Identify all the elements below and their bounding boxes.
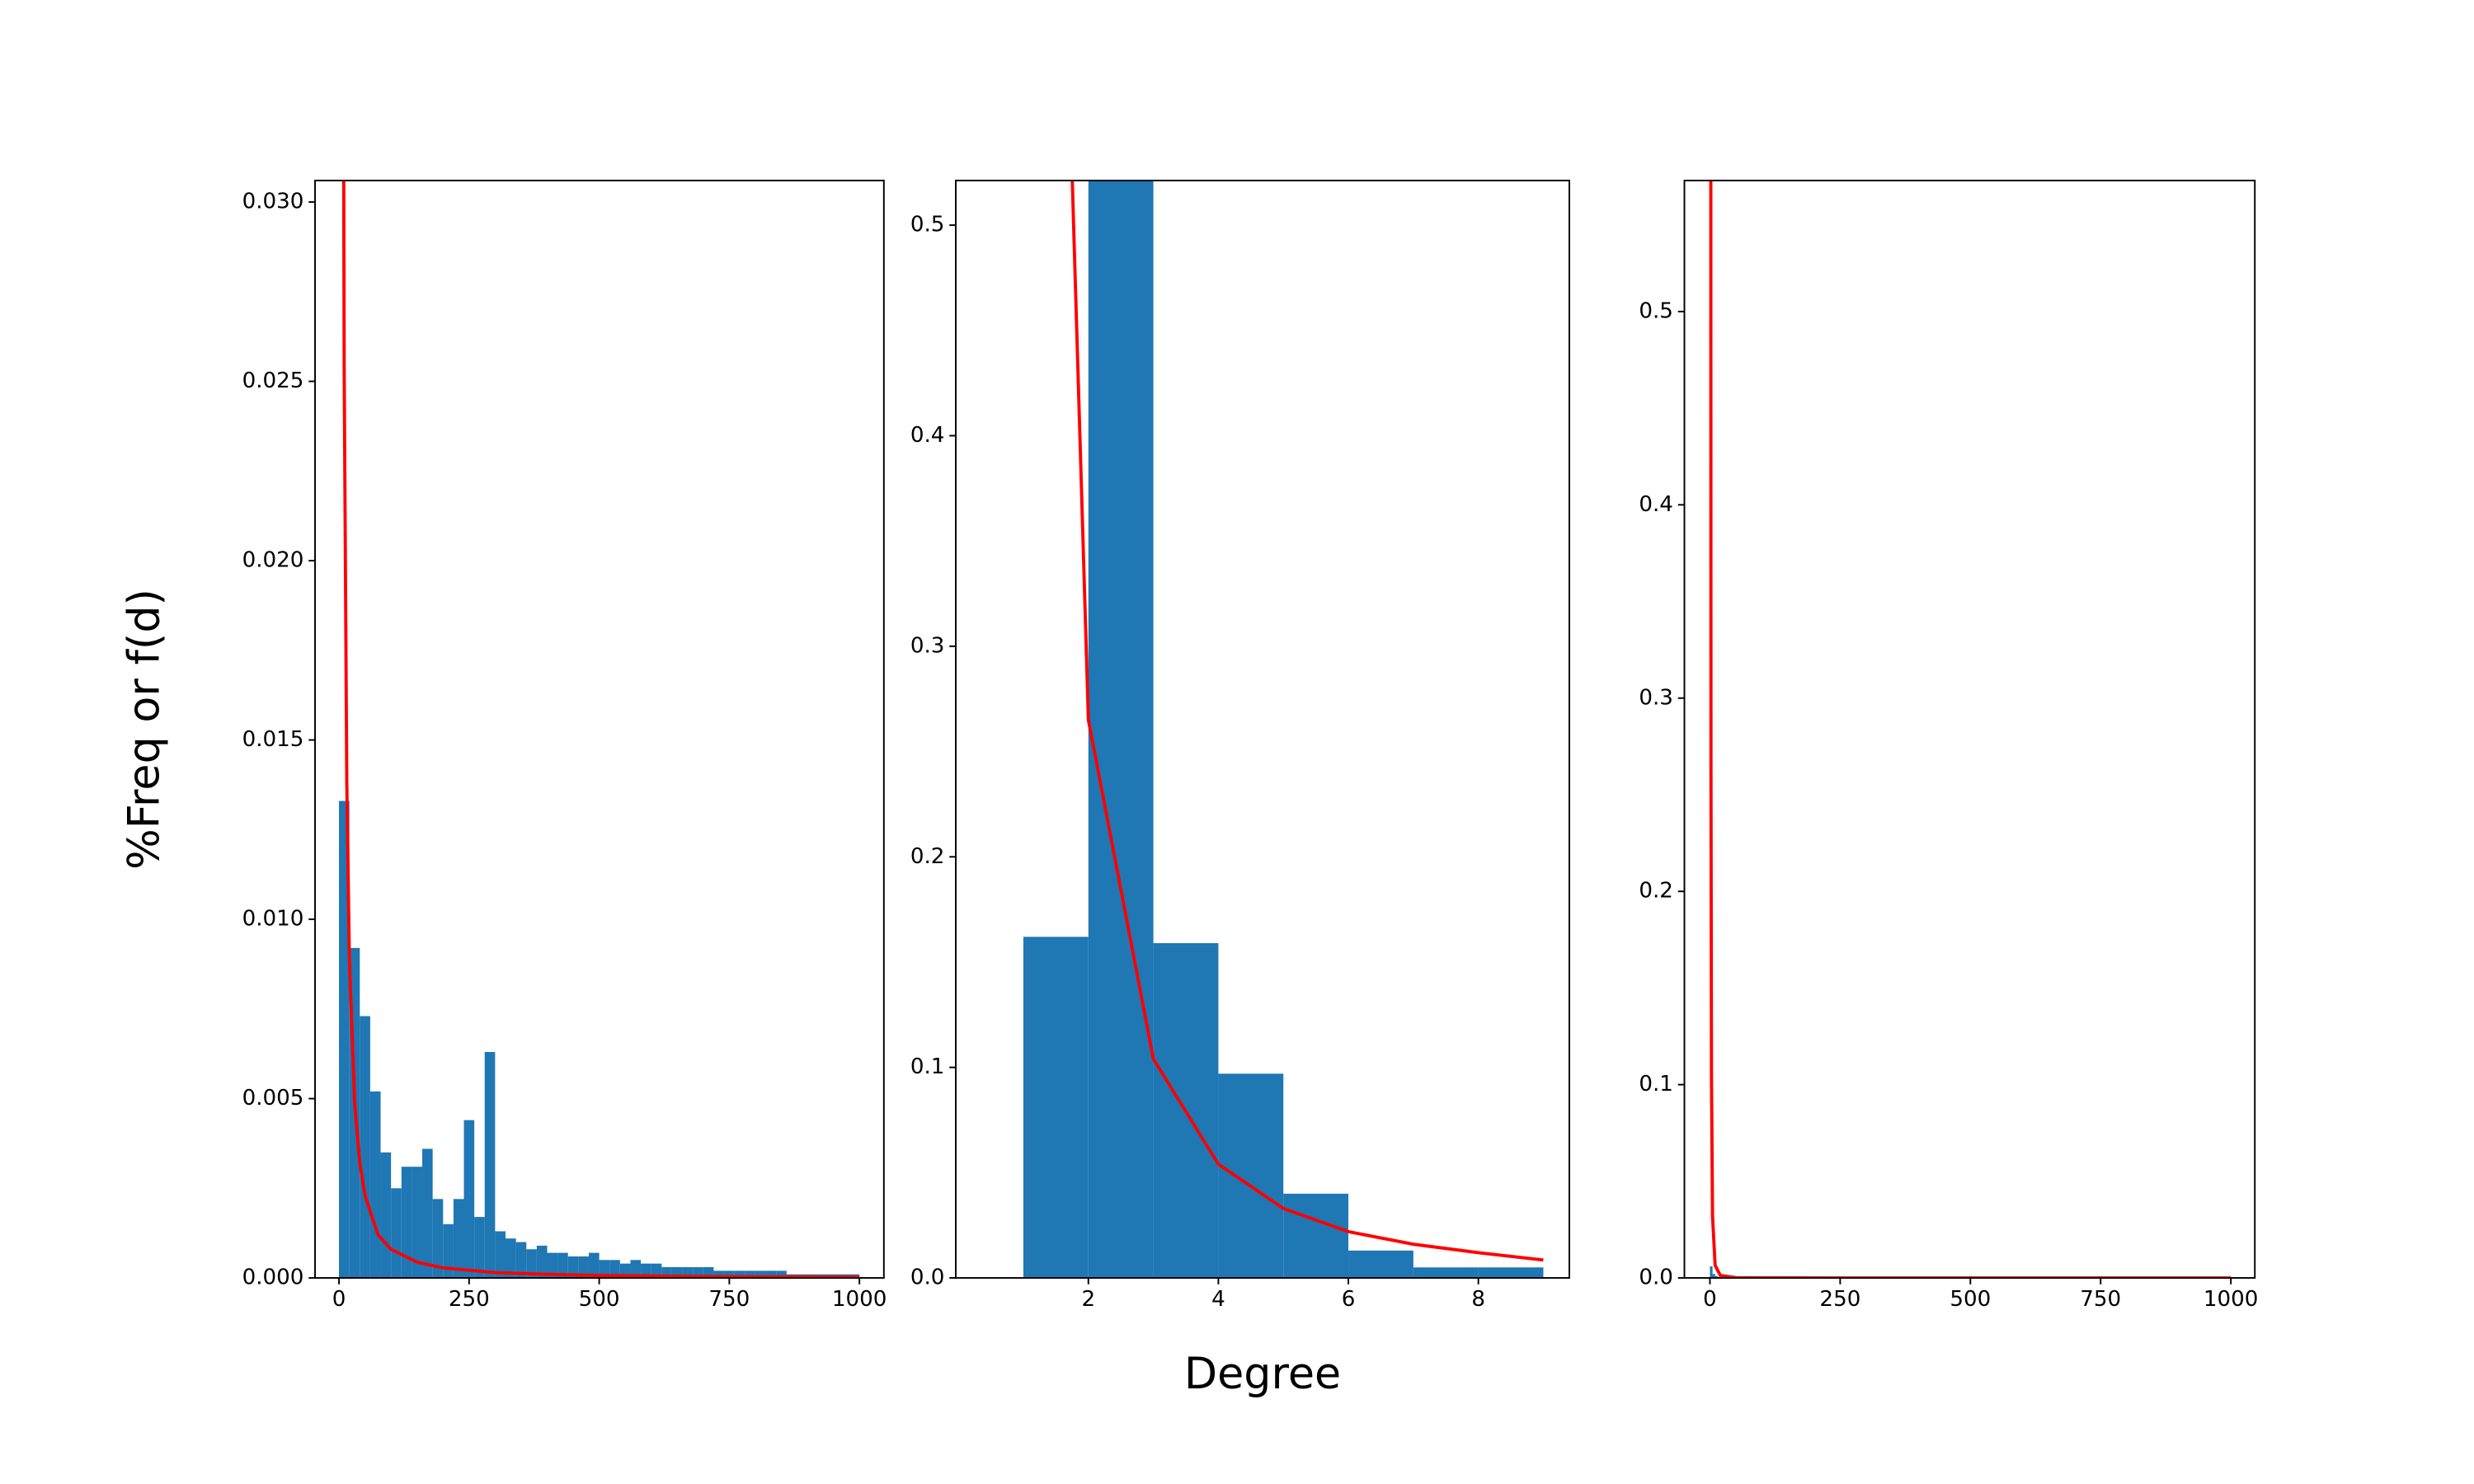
bar [453, 1199, 464, 1279]
bar [734, 1270, 745, 1279]
y-tick-label: 0.0 [1639, 1266, 1673, 1290]
bar [484, 1052, 496, 1279]
x-tick-label: 2 [1081, 1287, 1095, 1312]
bar [495, 1231, 506, 1279]
bar [1348, 1250, 1413, 1279]
bar [526, 1249, 537, 1279]
axes-frame [955, 179, 1570, 1280]
bar [422, 1148, 433, 1279]
y-tick-label: 0.030 [242, 190, 304, 214]
x-tick-label: 6 [1342, 1287, 1356, 1312]
bar [506, 1238, 516, 1279]
x-tick-label: 0 [332, 1287, 346, 1312]
fit-curve [341, 180, 860, 1279]
bar [1218, 1073, 1284, 1279]
bar [463, 1120, 475, 1279]
x-tick-label: 8 [1471, 1287, 1485, 1312]
plot-area [339, 180, 860, 1279]
bar [1710, 1266, 1713, 1279]
bar [1714, 1275, 1718, 1279]
bar [713, 1270, 725, 1279]
bar [609, 1260, 620, 1279]
bar [536, 1245, 548, 1279]
bar [339, 801, 350, 1279]
bar [547, 1252, 558, 1279]
x-tick-label: 750 [708, 1287, 750, 1312]
bar [776, 1270, 787, 1279]
bar [401, 1167, 412, 1279]
x-axis-label: Degree [1184, 1349, 1341, 1399]
y-tick-label: 0.010 [242, 907, 304, 932]
bar [578, 1256, 589, 1279]
bar [588, 1252, 600, 1279]
y-tick-label: 0.000 [242, 1266, 304, 1290]
plot-area [1023, 180, 1544, 1279]
y-tick-label: 0.1 [910, 1054, 945, 1079]
bar [1283, 1193, 1349, 1279]
x-tick-label: 1000 [832, 1287, 887, 1312]
bar [443, 1223, 454, 1279]
fit-curve [1070, 180, 1544, 1262]
bar [567, 1256, 579, 1279]
y-tick-label: 0.5 [1639, 298, 1673, 323]
bar [515, 1242, 527, 1279]
bar [360, 1016, 370, 1279]
x-tick-label: 250 [449, 1287, 490, 1312]
y-tick-label: 0.4 [1639, 492, 1673, 517]
x-tick-label: 500 [1950, 1287, 1991, 1312]
bar [391, 1188, 402, 1279]
x-tick-label: 1000 [2204, 1287, 2259, 1312]
x-tick-label: 750 [2080, 1287, 2121, 1312]
y-tick-label: 0.5 [910, 213, 945, 237]
x-tick-label: 500 [579, 1287, 620, 1312]
y-tick-label: 0.015 [242, 727, 304, 752]
y-tick-label: 0.025 [242, 369, 304, 393]
bar [380, 1152, 392, 1279]
x-tick-label: 4 [1211, 1287, 1225, 1312]
bar [369, 1091, 381, 1279]
bar [599, 1260, 610, 1279]
y-tick-label: 0.2 [910, 844, 945, 869]
bar [412, 1167, 423, 1279]
bar [630, 1260, 642, 1279]
y-tick-label: 0.1 [1639, 1072, 1673, 1097]
y-tick-label: 0.0 [910, 1266, 945, 1290]
bar [557, 1252, 568, 1279]
bar [1088, 180, 1154, 1279]
bar [745, 1270, 755, 1279]
bar [1413, 1267, 1479, 1279]
bar [765, 1270, 777, 1279]
bar [755, 1270, 766, 1279]
bar [1023, 937, 1089, 1279]
y-tick-label: 0.005 [242, 1086, 304, 1111]
bar [432, 1199, 444, 1279]
y-tick-label: 0.3 [1639, 685, 1673, 710]
y-axis-label: %Freq or f(d) [120, 589, 170, 870]
x-tick-label: 250 [1819, 1287, 1860, 1312]
y-tick-label: 0.4 [910, 423, 945, 448]
bar [474, 1217, 485, 1279]
bar [651, 1263, 662, 1279]
bar [724, 1270, 735, 1279]
y-tick-label: 0.3 [910, 633, 945, 658]
y-tick-label: 0.2 [1639, 879, 1673, 904]
y-tick-label: 0.020 [242, 548, 304, 573]
bar [1712, 1274, 1715, 1279]
x-tick-label: 0 [1703, 1287, 1717, 1312]
bar [1478, 1267, 1544, 1279]
